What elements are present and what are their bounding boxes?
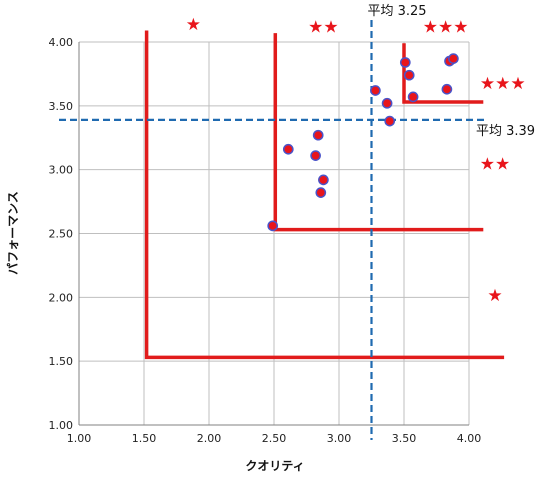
x-tick-label: 1.00 [67,432,92,445]
x-tick-label: 4.00 [457,432,482,445]
y-tick-label: 1.50 [49,355,74,368]
y-axis-title: パフォーマンス [6,191,20,275]
y-tick-label: 4.00 [49,36,74,49]
axes: 1.00 1.50 2.00 2.50 3.00 3.50 4.00 1.00 1.50 2.00… [49,36,482,445]
star-rating-label: ★★ [480,154,510,174]
data-point [381,97,393,109]
star-rating-label: ★★ [308,18,338,38]
x-tick-label: 1.50 [132,432,157,445]
data-point [315,187,327,198]
data-point [448,53,459,64]
star-rating-label: ★ [186,15,201,35]
y-tick-label: 2.00 [49,291,74,304]
data-point [370,85,381,96]
data-point [267,220,279,232]
data-point [310,150,321,161]
zone-boundary-line [144,30,505,360]
data-point [441,83,453,95]
y-tick-label: 2.50 [49,228,74,241]
data-point [403,69,415,81]
data-point [399,57,411,68]
x-tick-label: 2.50 [262,432,287,445]
y-tick-label: 3.00 [49,164,74,177]
x-tick-label: 3.50 [392,432,417,445]
star-rating-label: ★ [487,286,502,306]
data-points [267,53,459,232]
x-tick-label: 2.00 [197,432,222,445]
data-point [384,115,396,127]
data-point [312,129,324,141]
x-tick-label: 3.00 [327,432,352,445]
x-axis-title: クオリティ [245,459,304,473]
x-average-label: 平均 3.25 [368,4,427,19]
star-rating-label: ★★★ [480,74,526,94]
star-rating-label: ★★★ [423,18,469,38]
data-point [318,174,329,186]
data-point [407,91,419,103]
y-average-label: 平均 3.39 [476,124,535,139]
y-tick-label: 1.00 [49,419,74,432]
data-point [282,143,294,155]
y-tick-label: 3.50 [49,100,74,113]
